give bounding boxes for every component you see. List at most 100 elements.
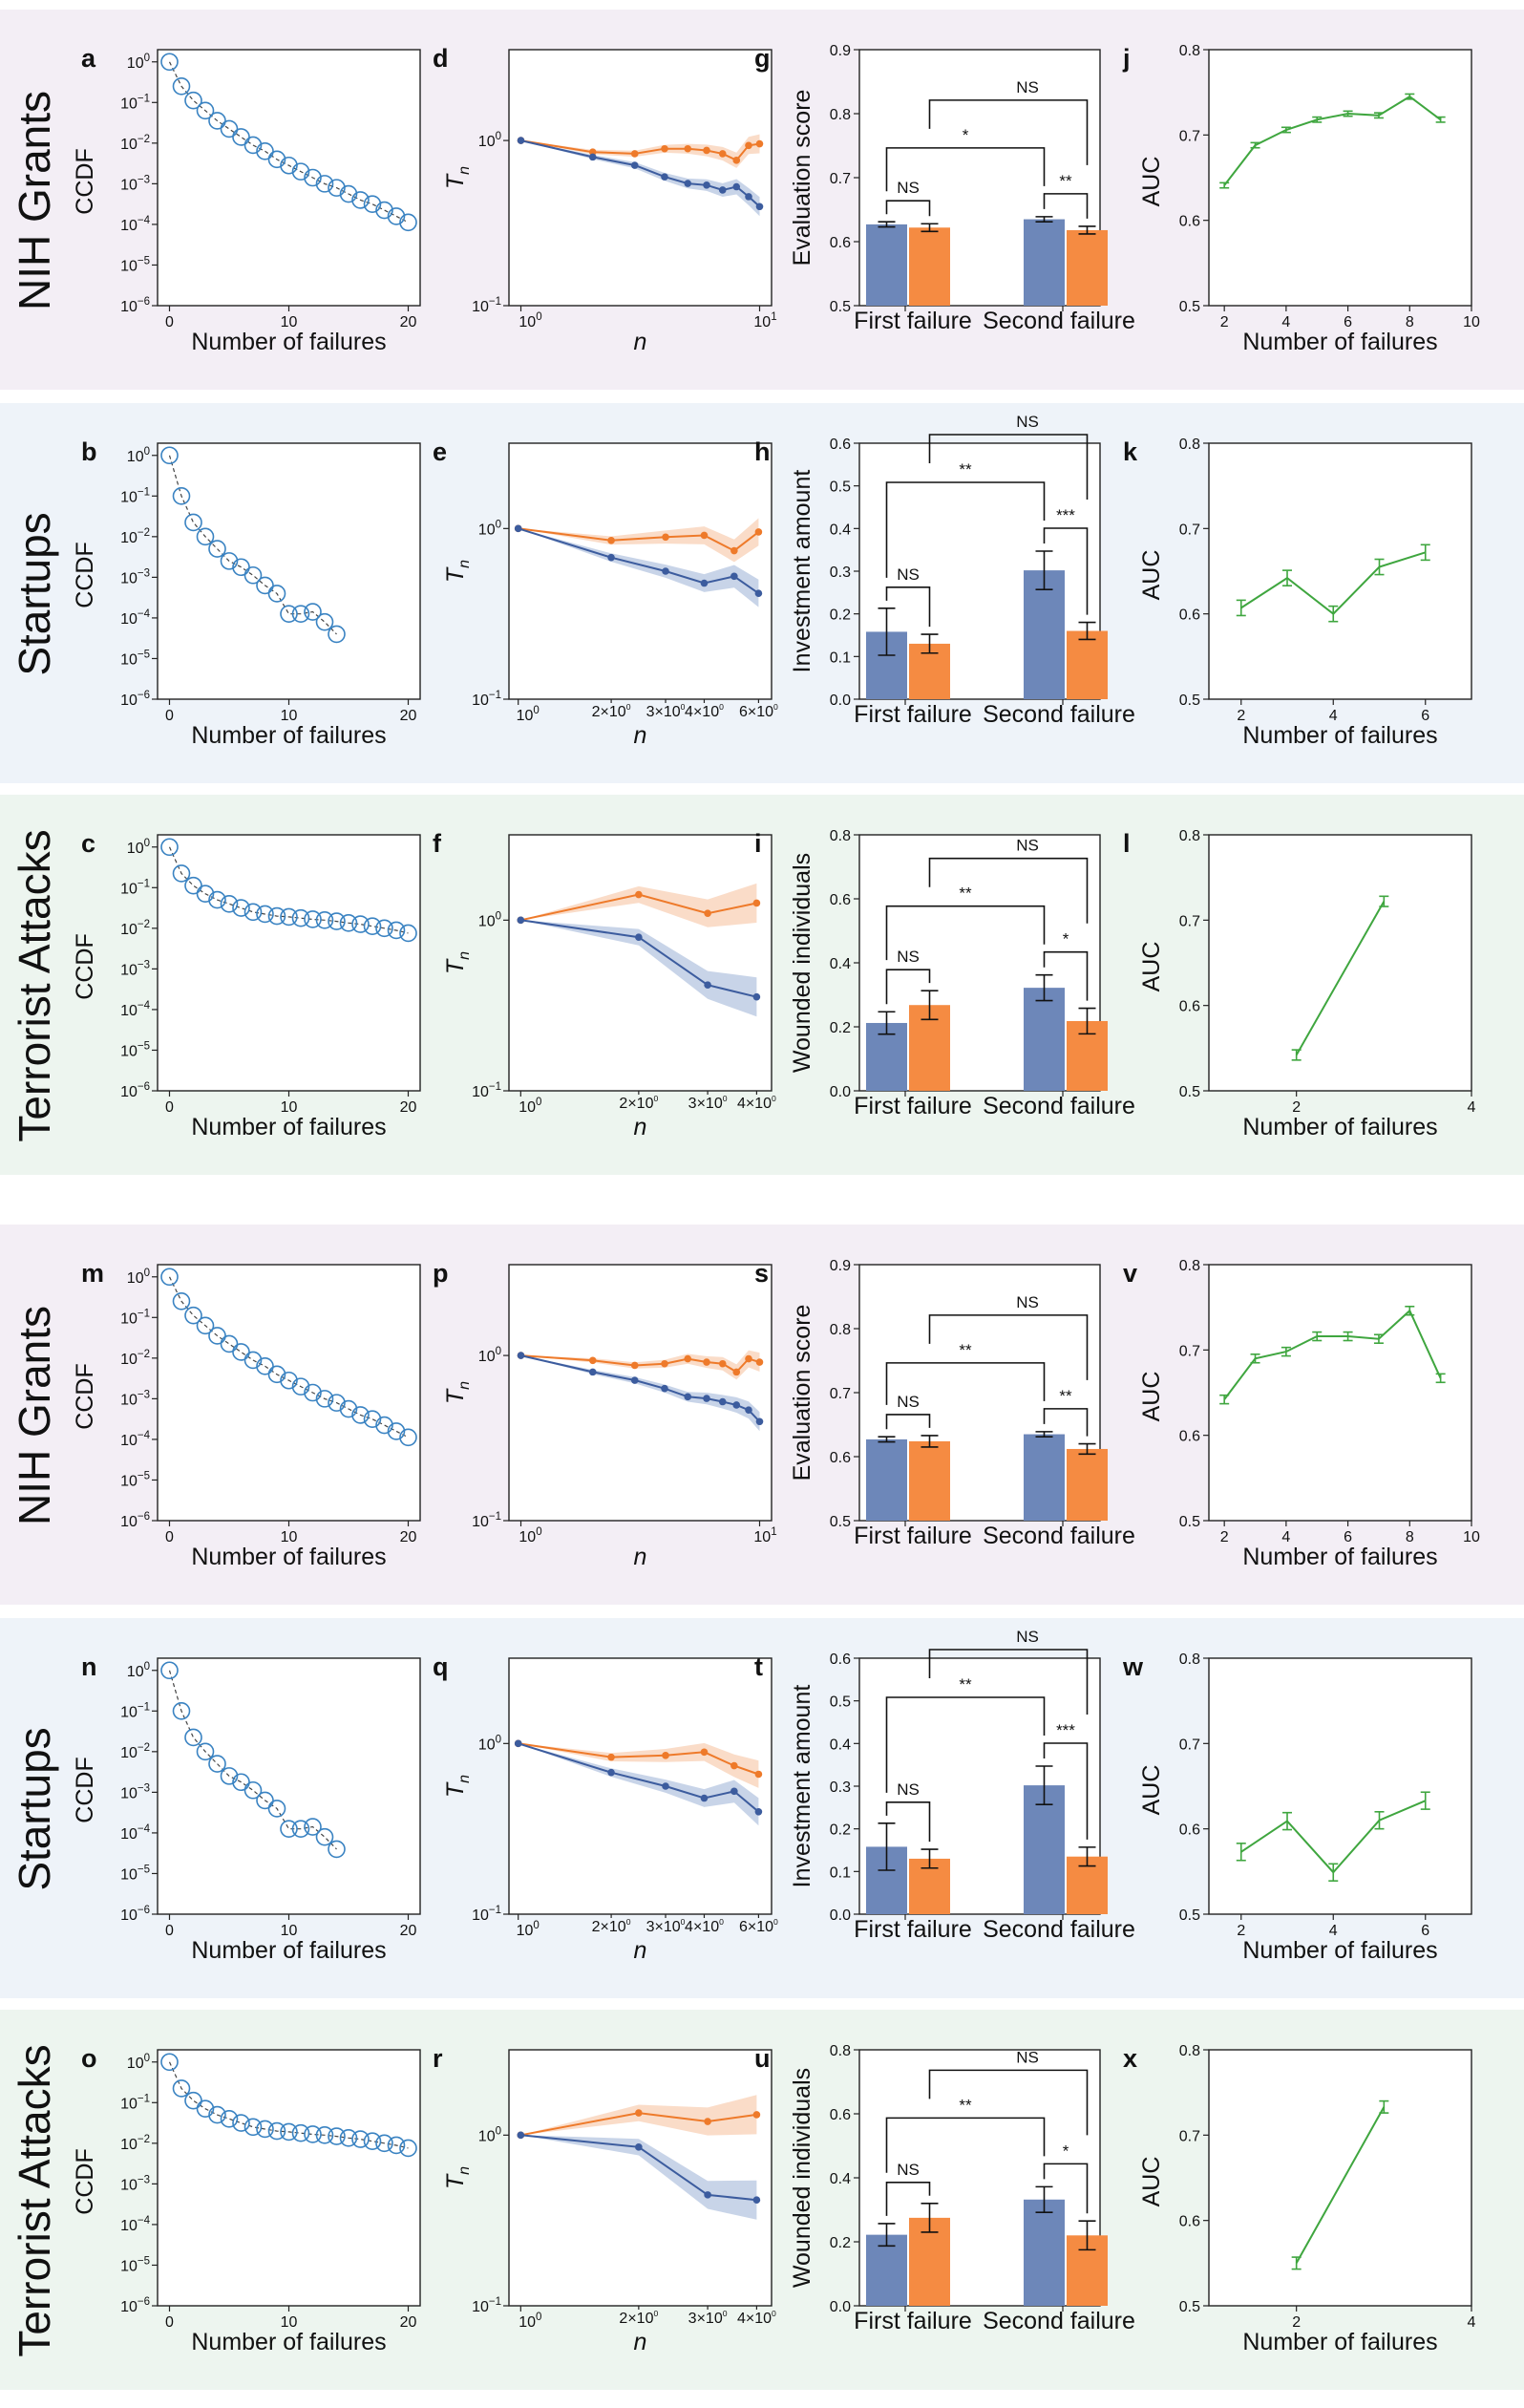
ccdf-point bbox=[256, 1791, 274, 1810]
bracket-first-failure bbox=[885, 2182, 931, 2216]
x-tick-label: First failure bbox=[854, 2308, 972, 2334]
y-tick-label: 10−1 bbox=[120, 1308, 150, 1327]
plot-area bbox=[157, 834, 421, 1092]
y-tick-label: 10−2 bbox=[120, 527, 150, 546]
panel-letter: l bbox=[1123, 829, 1131, 858]
y-tick-label: 0.8 bbox=[830, 107, 851, 123]
orange-series-point bbox=[607, 1753, 615, 1761]
x-tick-label: 4 bbox=[1329, 708, 1338, 724]
ccdf-point bbox=[243, 2118, 263, 2137]
bracket-second-failure bbox=[1043, 950, 1089, 1001]
y-tick-label: 0.6 bbox=[1179, 999, 1200, 1015]
y-tick-label: 10−4 bbox=[120, 215, 151, 234]
x-tick-label: First failure bbox=[854, 701, 972, 728]
bracket-first-failure bbox=[885, 586, 931, 628]
y-tick-label: 100 bbox=[478, 910, 501, 929]
orange-series-point bbox=[700, 531, 709, 540]
ccdf-point bbox=[267, 2121, 286, 2141]
blue-series-point bbox=[514, 1739, 522, 1748]
panel-letter: u bbox=[754, 2044, 771, 2073]
y-tick-label: 0.7 bbox=[830, 1386, 851, 1402]
y-tick-label: 10−1 bbox=[472, 1511, 501, 1530]
panel-letter: b bbox=[81, 437, 97, 466]
y-axis-label: Investment amount bbox=[789, 1685, 815, 1888]
row-label: Startups bbox=[10, 1727, 59, 1890]
panel-letter: e bbox=[433, 437, 447, 466]
x-tick-label: 8 bbox=[1406, 314, 1414, 330]
y-tick-label: 0.3 bbox=[830, 565, 851, 581]
orange-series-point bbox=[635, 890, 643, 899]
x-axis-label: Number of failures bbox=[191, 2329, 386, 2355]
ccdf-point bbox=[315, 911, 334, 929]
bracket-blue-cross-label: ** bbox=[959, 884, 972, 903]
orange-bar bbox=[1067, 229, 1108, 306]
panel-letter: o bbox=[81, 2044, 97, 2073]
x-tick-label: 100 bbox=[519, 1097, 541, 1116]
ccdf-point bbox=[304, 168, 322, 187]
ccdf-point bbox=[256, 905, 274, 924]
ccdf-point bbox=[280, 1820, 298, 1838]
y-tick-label: 0.6 bbox=[1179, 1822, 1200, 1839]
auc-line bbox=[1223, 95, 1442, 186]
x-axis-label: Number of failures bbox=[191, 722, 386, 749]
bracket-second-failure-label: * bbox=[1063, 2142, 1069, 2160]
y-axis-label: AUC bbox=[1138, 1765, 1165, 1816]
ccdf-point bbox=[267, 150, 286, 169]
ccdf-point bbox=[328, 1840, 346, 1859]
orange-series-point bbox=[752, 2111, 761, 2119]
y-axis-label: AUC bbox=[1138, 942, 1165, 992]
blue-series-point bbox=[730, 572, 738, 581]
y-axis-label: Wounded individuals bbox=[789, 2068, 815, 2288]
panel-letter: r bbox=[433, 2044, 443, 2073]
y-tick-label: 10−4 bbox=[120, 1000, 151, 1019]
x-tick-label: 2 bbox=[1237, 708, 1245, 724]
panel-letter: v bbox=[1123, 1259, 1137, 1288]
ccdf-point bbox=[208, 1755, 226, 1773]
x-tick-label: 6×100 bbox=[739, 1917, 778, 1935]
y-tick-label: 10−1 bbox=[472, 1905, 501, 1924]
orange-series-point bbox=[718, 150, 727, 158]
ccdf-point bbox=[243, 1351, 263, 1370]
bracket-first-failure-label: NS bbox=[897, 2161, 920, 2179]
y-tick-label: 10−3 bbox=[120, 1389, 150, 1408]
ccdf-point bbox=[208, 2105, 226, 2124]
x-tick-label: 0 bbox=[165, 1099, 174, 1116]
y-tick-label: 10−6 bbox=[120, 296, 150, 315]
blue-series-point bbox=[661, 173, 668, 181]
y-tick-label: 10−2 bbox=[120, 2134, 150, 2153]
ccdf-point bbox=[280, 156, 298, 175]
bracket-blue-cross bbox=[885, 147, 1046, 192]
ccdf-point bbox=[160, 838, 179, 857]
ccdf-point bbox=[243, 1780, 263, 1800]
x-axis-label: Number of failures bbox=[1242, 1544, 1437, 1570]
y-tick-label: 0.2 bbox=[830, 1020, 851, 1036]
orange-series-point bbox=[755, 139, 764, 148]
x-tick-label: First failure bbox=[854, 1916, 972, 1943]
orange-series-point bbox=[745, 1354, 752, 1363]
x-tick-label: 100 bbox=[517, 1920, 540, 1939]
x-tick-label: 2×100 bbox=[592, 1917, 631, 1935]
blue-bar bbox=[1024, 1434, 1065, 1521]
x-tick-label: 2×100 bbox=[592, 702, 631, 720]
orange-series-line bbox=[518, 527, 760, 552]
x-tick-label: Second failure bbox=[983, 308, 1135, 334]
ccdf-point bbox=[339, 1399, 358, 1418]
ccdf-point bbox=[160, 1268, 179, 1287]
ccdf-point bbox=[184, 91, 202, 110]
ccdf-point bbox=[339, 184, 358, 203]
y-tick-label: 10−1 bbox=[120, 93, 150, 112]
x-tick-label: 0 bbox=[165, 314, 174, 330]
y-tick-label: 10−5 bbox=[120, 1470, 150, 1489]
panel-letter: w bbox=[1122, 1652, 1144, 1681]
ccdf-point bbox=[351, 915, 370, 933]
x-tick-label: Second failure bbox=[983, 1916, 1135, 1943]
ccdf-point bbox=[232, 2114, 250, 2132]
row-label: Terrorist Attacks bbox=[10, 2044, 59, 2356]
ccdf-point bbox=[208, 112, 226, 130]
orange-series-point bbox=[700, 1748, 709, 1757]
ccdf-point bbox=[184, 1306, 202, 1325]
x-tick-label: Second failure bbox=[983, 1093, 1135, 1119]
y-tick-label: 0.2 bbox=[830, 2235, 851, 2251]
y-axis-label: Tn bbox=[442, 1775, 473, 1798]
x-tick-label: 0 bbox=[165, 2314, 174, 2331]
